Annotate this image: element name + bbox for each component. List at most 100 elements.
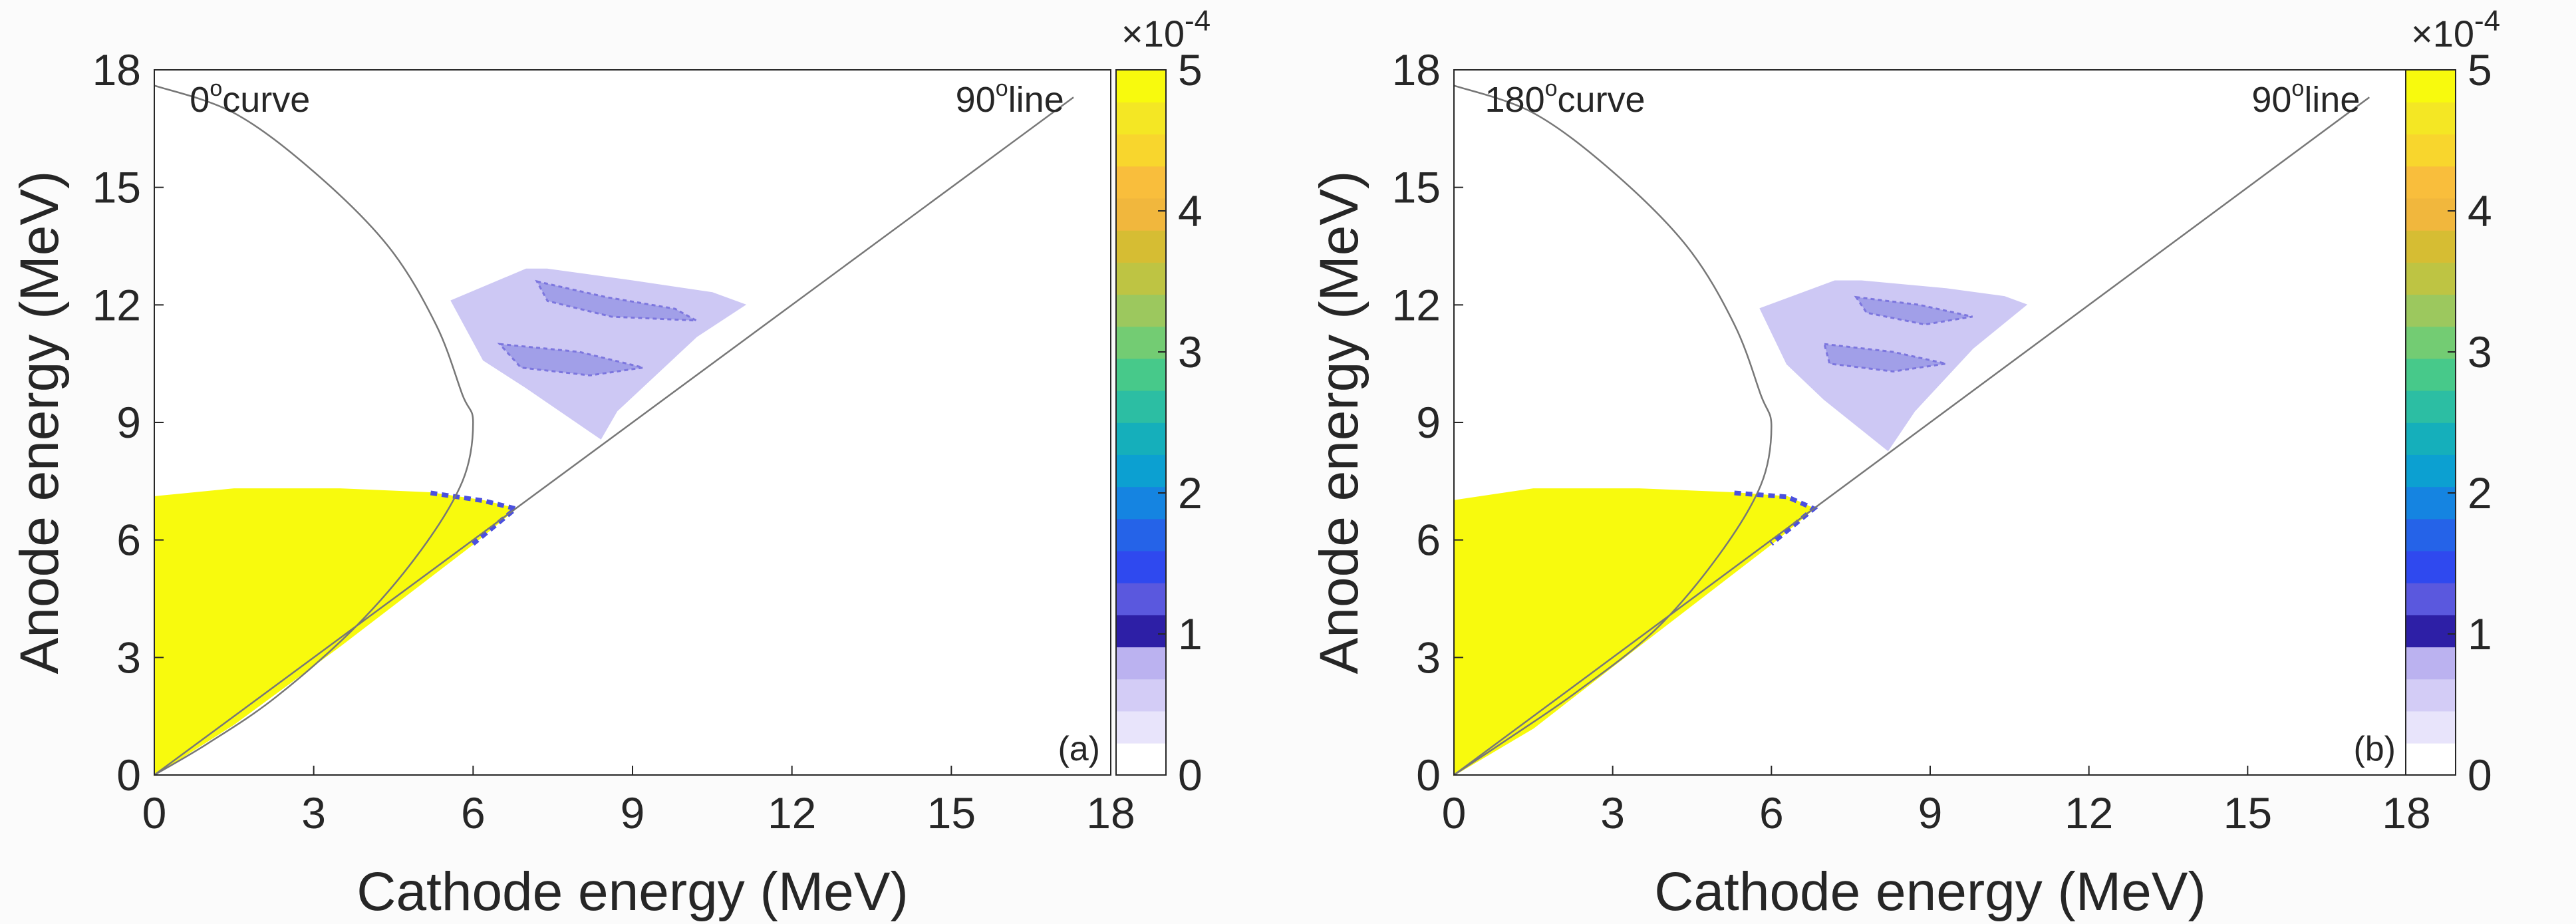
colorbar-segment	[2406, 134, 2456, 167]
colorbar-tick-label: 5	[2468, 45, 2492, 94]
x-tick-label: 9	[1918, 788, 1943, 838]
annotation-value: 90	[956, 80, 996, 120]
reference-curve	[1453, 84, 1773, 776]
curve-annotation: 90oline	[2251, 76, 2360, 120]
colorbar-tick-label: 5	[1178, 45, 1203, 94]
colorbar-segment	[2406, 582, 2456, 615]
colorbar-tick-label: 0	[2468, 750, 2492, 800]
colorbar-tick-label: 1	[1178, 609, 1203, 659]
x-tick-label: 3	[301, 788, 326, 838]
annotation-degree: o	[2291, 76, 2304, 101]
colorbar-exponent-value: -4	[2474, 5, 2500, 37]
annotation-suffix: line	[2304, 80, 2360, 120]
colorbar-segment	[1116, 518, 1166, 551]
colorbar-segment	[1116, 742, 1166, 776]
annotation-value: 180	[1485, 80, 1545, 120]
y-tick-label: 9	[1416, 398, 1441, 447]
colorbar-segment	[1116, 166, 1166, 199]
colorbar-segment	[1116, 710, 1166, 744]
reference-curve	[154, 84, 474, 776]
colorbar-segment	[1116, 454, 1166, 488]
y-tick-label: 0	[116, 750, 141, 800]
colorbar-segment	[2406, 742, 2456, 776]
curve-annotation: 180ocurve	[1485, 76, 1646, 120]
colorbar-segment	[1116, 679, 1166, 712]
y-tick-label: 3	[1416, 633, 1441, 682]
colorbar-tick-label: 2	[2468, 468, 2492, 518]
colorbar-segment	[1116, 230, 1166, 263]
colorbar-segment	[2406, 102, 2456, 135]
colorbar-segment	[2406, 422, 2456, 455]
y-tick-label: 12	[92, 280, 141, 329]
colorbar-tick-label: 4	[1178, 186, 1203, 235]
colorbar-segment	[2406, 70, 2456, 102]
y-tick-label: 0	[1416, 750, 1441, 800]
colorbar-segment	[2406, 262, 2456, 295]
colorbar-segment	[1116, 134, 1166, 167]
colorbar-segment	[2406, 615, 2456, 648]
x-axis-label: Cathode energy (MeV)	[1654, 861, 2206, 922]
density-band-2	[1822, 343, 1947, 373]
colorbar-multiplier: ×10	[2411, 13, 2474, 55]
yellow-region-edge	[1734, 490, 1818, 546]
reference-line	[154, 96, 1074, 776]
colorbar-segment	[1116, 326, 1166, 359]
colorbar-segment	[1116, 486, 1166, 520]
y-axis-label: Anode energy (MeV)	[1309, 171, 1369, 675]
colorbar-segment	[1116, 550, 1166, 583]
y-tick-label: 6	[1416, 516, 1441, 565]
density-band-1	[1854, 295, 1973, 326]
colorbar-segment	[1116, 582, 1166, 615]
x-tick-label: 6	[461, 788, 486, 838]
x-tick-label: 12	[768, 788, 816, 838]
curve-annotation: 90oline	[956, 76, 1064, 120]
colorbar-segment	[2406, 486, 2456, 520]
y-tick-label: 3	[116, 633, 141, 682]
colorbar-multiplier: ×10	[1121, 13, 1185, 55]
colorbar-segment	[2406, 647, 2456, 680]
x-tick-label: 9	[621, 788, 645, 838]
yellow-density-region	[154, 488, 517, 776]
colorbar-segment	[2406, 230, 2456, 263]
x-tick-label: 12	[2065, 788, 2113, 838]
colorbar-tick-label: 2	[1178, 468, 1203, 518]
panel-label: (b)	[2353, 730, 2396, 768]
colorbar-exponent-value: -4	[1185, 5, 1211, 37]
density-band-2	[497, 343, 644, 377]
colorbar-segment	[2406, 710, 2456, 744]
colorbar-exponent: ×10-4	[1121, 5, 1211, 55]
x-axis-label: Cathode energy (MeV)	[357, 861, 909, 922]
colorbar-segment	[1116, 390, 1166, 423]
y-tick-label: 9	[116, 398, 141, 447]
y-axis-label: Anode energy (MeV)	[9, 171, 70, 675]
colorbar-exponent: ×10-4	[2411, 5, 2500, 55]
colorbar-segment	[1116, 422, 1166, 455]
colorbar-segment	[1116, 615, 1166, 648]
x-tick-label: 6	[1759, 788, 1784, 838]
colorbar-segment	[1116, 102, 1166, 135]
x-tick-label: 0	[142, 788, 167, 838]
colorbar-tick-label: 3	[1178, 327, 1203, 377]
x-tick-label: 18	[1086, 788, 1135, 838]
panel-label: (a)	[1058, 730, 1100, 768]
annotation-degree: o	[996, 76, 1008, 101]
annotation-suffix: curve	[222, 80, 310, 120]
colorbar-segment	[1116, 70, 1166, 102]
colorbar-tick-label: 0	[1178, 750, 1203, 800]
annotation-suffix: line	[1008, 80, 1064, 120]
density-band-1	[535, 279, 697, 322]
colorbar-frame	[1115, 69, 1167, 776]
x-tick-label: 3	[1600, 788, 1625, 838]
yellow-region-edge	[430, 490, 521, 546]
colorbar-segment	[2406, 679, 2456, 712]
colorbar-segment	[2406, 326, 2456, 359]
curve-annotation: 0ocurve	[190, 76, 310, 120]
annotation-degree: o	[1545, 76, 1558, 101]
colorbar-segment	[1116, 294, 1166, 327]
reference-line	[1453, 96, 2370, 776]
colorbar-tick-label: 4	[2468, 186, 2492, 235]
x-tick-label: 15	[927, 788, 976, 838]
annotation-suffix: curve	[1558, 80, 1646, 120]
